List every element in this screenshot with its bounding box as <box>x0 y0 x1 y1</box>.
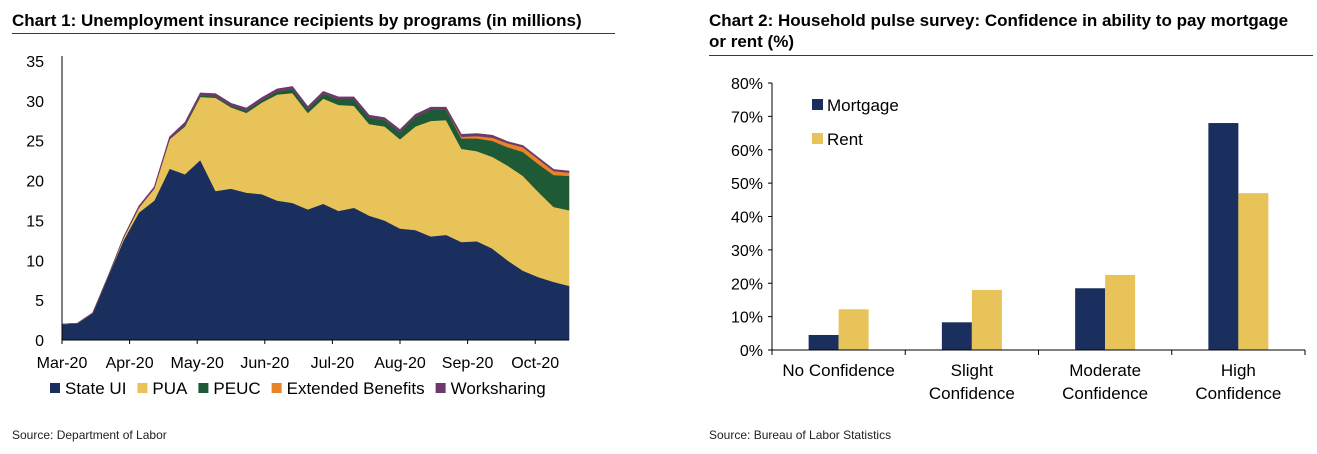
bar-rent-no-confidence <box>838 309 869 350</box>
chart-1-ytick-label: 0 <box>35 333 44 350</box>
chart-2-ytick-label: 0% <box>740 343 763 360</box>
legend-item-extended-benefits: Extended Benefits <box>271 379 425 398</box>
bar-mortgage-moderate-confidence <box>1075 288 1106 350</box>
legend-label-rent: Rent <box>827 130 863 149</box>
chart-1-panel: Chart 1: Unemployment insurance recipien… <box>12 0 615 454</box>
legend-swatch-peuc <box>198 383 209 393</box>
bar-mortgage-high-confidence <box>1208 123 1239 350</box>
chart-2-category-label: Confidence <box>1195 384 1281 403</box>
legend-swatch-worksharing <box>435 383 446 393</box>
legend-label-state-ui: State UI <box>65 379 126 398</box>
legend-label-extended-benefits: Extended Benefits <box>287 379 425 398</box>
chart-1-ytick-label: 35 <box>26 54 44 71</box>
legend-item-pua: PUA <box>137 379 188 398</box>
bar-rent-high-confidence <box>1238 193 1269 350</box>
chart-1-ytick-label: 5 <box>35 293 44 310</box>
legend-swatch-mortgage <box>812 99 823 110</box>
bar-mortgage-no-confidence <box>808 334 839 350</box>
chart-1-ytick-label: 30 <box>26 94 44 111</box>
legend-item-peuc: PEUC <box>198 379 261 398</box>
chart-2-ytick-label: 50% <box>731 176 763 193</box>
chart-1-title: Chart 1: Unemployment insurance recipien… <box>12 11 582 30</box>
chart-1-title-rule <box>12 33 615 34</box>
chart-1-xtick-label: Mar-20 <box>37 355 88 372</box>
chart-1-ytick-label: 20 <box>26 174 44 191</box>
chart-1-ytick-label: 25 <box>26 134 44 151</box>
chart-1-ytick-label: 15 <box>26 213 44 230</box>
chart-2-ytick-label: 30% <box>731 243 763 260</box>
chart-2-category-label: No Confidence <box>782 361 894 380</box>
chart-1-ytick-label: 10 <box>26 253 44 270</box>
chart-2-ytick-label: 60% <box>731 143 763 160</box>
legend-swatch-extended-benefits <box>271 383 282 393</box>
chart-1-source: Source: Department of Labor <box>12 428 167 442</box>
chart-2-category-label: Slight <box>951 361 994 380</box>
chart-2-category-label: High <box>1221 361 1256 380</box>
bar-rent-slight-confidence <box>971 289 1002 350</box>
chart-2-plot: 0% 10% 20% 30% 40% 50% 60% 70% 80% No Confidence S… <box>731 76 1306 403</box>
chart-1-plot: 0 5 10 15 20 25 30 35 Mar-20 Apr-20 May-20 Jun-20 Ju… <box>26 54 570 398</box>
chart-1-xtick-label: Jul-20 <box>311 355 355 372</box>
legend-label-worksharing: Worksharing <box>451 379 546 398</box>
legend-item-mortgage: Mortgage <box>812 96 899 115</box>
legend-label-peuc: PEUC <box>213 379 260 398</box>
chart-2-ytick-label: 80% <box>731 76 763 93</box>
chart-2-ytick-label: 10% <box>731 310 763 327</box>
chart-1-xtick-label: Apr-20 <box>106 355 154 372</box>
legend-swatch-rent <box>812 133 823 144</box>
chart-1-xtick-label: Oct-20 <box>511 355 559 372</box>
legend-item-rent: Rent <box>812 130 863 149</box>
chart-2-source: Source: Bureau of Labor Statistics <box>709 428 892 442</box>
bar-rent-moderate-confidence <box>1105 274 1136 350</box>
legend-item-state-ui: State UI <box>50 379 126 398</box>
chart-1-xtick-label: Aug-20 <box>374 355 426 372</box>
chart-2-ytick-label: 70% <box>731 109 763 126</box>
chart-2-title-line2: or rent (%) <box>709 32 794 51</box>
chart-1-xtick-label: Jun-20 <box>240 355 289 372</box>
chart-1-xtick-label: May-20 <box>171 355 224 372</box>
chart-2-title: Chart 2: Household pulse survey: Confide… <box>709 10 1288 52</box>
legend-item-worksharing: Worksharing <box>435 379 546 398</box>
chart-2-title-rule <box>709 55 1313 56</box>
chart-2-title-line1: Chart 2: Household pulse survey: Confide… <box>709 11 1289 30</box>
legend-swatch-state-ui <box>50 383 60 393</box>
chart-2-category-label: Confidence <box>1062 384 1148 403</box>
chart-1-xtick-label: Sep-20 <box>442 355 494 372</box>
bar-mortgage-slight-confidence <box>941 322 972 350</box>
legend-label-mortgage: Mortgage <box>827 96 899 115</box>
chart-2-panel: Chart 2: Household pulse survey: Confide… <box>709 0 1313 454</box>
chart-2-category-label: Moderate <box>1069 361 1141 380</box>
chart-2-ytick-label: 20% <box>731 276 763 293</box>
legend-swatch-pua <box>137 383 148 393</box>
area-worksharing <box>61 86 570 325</box>
legend-label-pua: PUA <box>152 379 188 398</box>
chart-2-ytick-label: 40% <box>731 210 763 227</box>
chart-2-category-label: Confidence <box>929 384 1015 403</box>
